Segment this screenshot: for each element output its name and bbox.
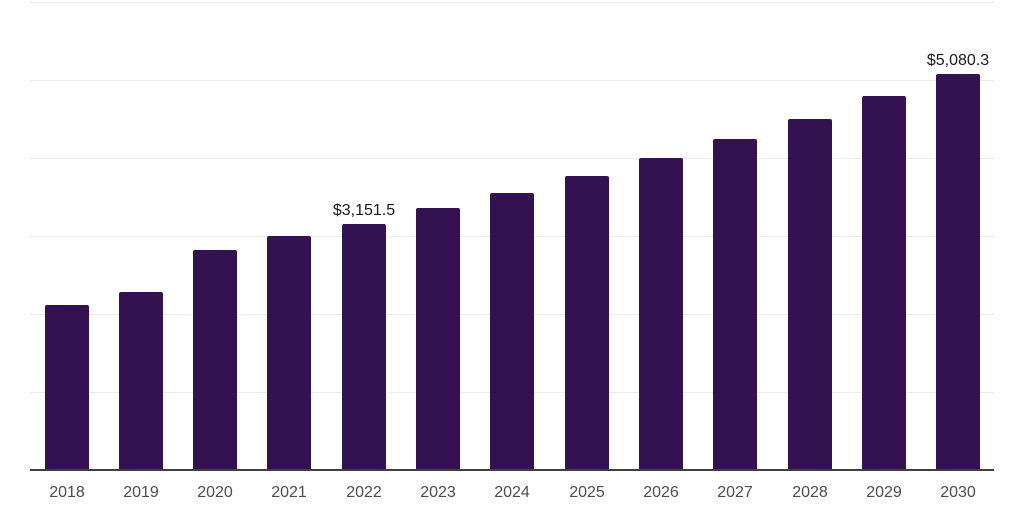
gridline-6000	[30, 2, 994, 3]
x-tick-2027: 2027	[717, 484, 753, 501]
bar-2025	[565, 176, 609, 470]
bar-2026	[639, 158, 683, 470]
x-tick-2021: 2021	[271, 484, 307, 501]
bar-2022	[342, 224, 386, 470]
data-label-2030: $5,080.3	[926, 52, 990, 69]
gridline-4000	[30, 158, 994, 159]
bar-2030	[936, 74, 980, 470]
x-tick-2018: 2018	[49, 484, 85, 501]
bar-2028	[788, 119, 832, 470]
data-label-2022: $3,151.5	[332, 202, 396, 219]
gridline-5000	[30, 80, 994, 81]
x-tick-2026: 2026	[643, 484, 679, 501]
x-tick-2024: 2024	[494, 484, 530, 501]
bar-2029	[862, 96, 906, 470]
bar-2021	[267, 236, 311, 470]
bar-2019	[119, 292, 163, 470]
bar-2024	[490, 193, 534, 470]
bar-2023	[416, 208, 460, 470]
x-tick-2029: 2029	[866, 484, 902, 501]
x-tick-2025: 2025	[569, 484, 605, 501]
bar-2020	[193, 250, 237, 470]
x-tick-2020: 2020	[197, 484, 233, 501]
x-axis-line	[30, 469, 994, 471]
plot-area: $3,151.5 $5,080.3	[30, 2, 994, 470]
x-tick-2030: 2030	[940, 484, 976, 501]
bar-2027	[713, 139, 757, 470]
x-tick-2028: 2028	[792, 484, 828, 501]
bar-2018	[45, 305, 89, 470]
x-tick-2022: 2022	[346, 484, 382, 501]
x-tick-2023: 2023	[420, 484, 456, 501]
x-tick-2019: 2019	[123, 484, 159, 501]
